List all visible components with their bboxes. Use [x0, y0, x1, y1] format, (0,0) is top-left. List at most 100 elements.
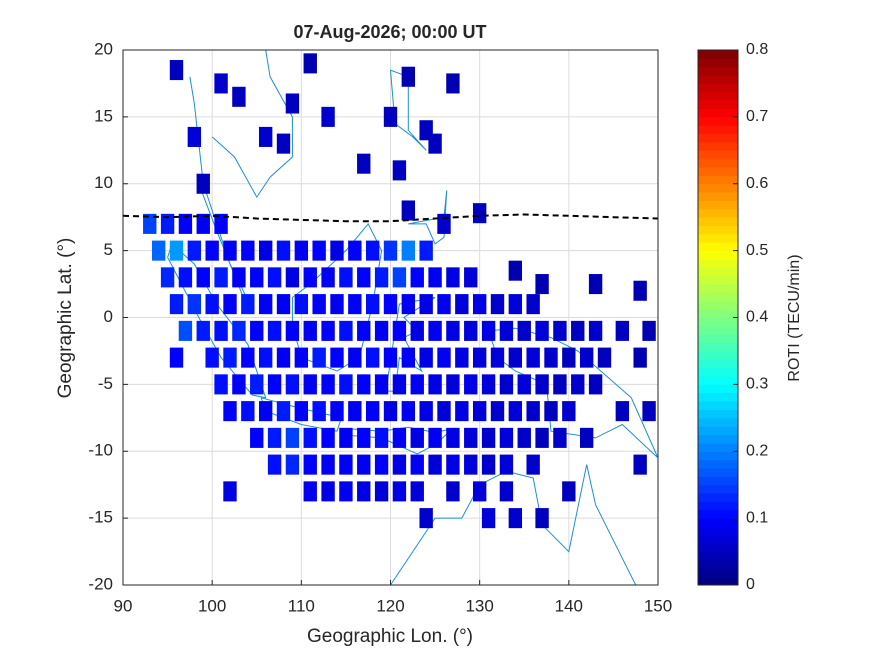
colorbar-swatch — [698, 501, 738, 511]
x-tick-label: 130 — [465, 596, 493, 615]
roti-tile — [446, 427, 460, 448]
chart-title: 07-Aug-2026; 00:00 UT — [293, 22, 486, 42]
roti-tile — [499, 481, 514, 502]
roti-tile — [526, 294, 540, 315]
roti-tile — [160, 267, 175, 288]
roti-tile — [419, 120, 433, 141]
roti-tile — [428, 374, 442, 395]
colorbar-swatch — [698, 141, 738, 151]
roti-tile — [553, 320, 567, 341]
roti-tiles — [143, 53, 656, 529]
roti-tile — [597, 347, 612, 368]
colorbar-swatch — [698, 484, 738, 494]
roti-tile — [472, 401, 487, 422]
roti-tile — [419, 347, 433, 368]
roti-tile — [339, 374, 353, 395]
colorbar-swatch — [698, 175, 738, 185]
roti-tile — [401, 200, 416, 221]
colorbar-swatch — [698, 518, 738, 527]
roti-tile — [303, 267, 317, 288]
roti-tile — [214, 374, 228, 395]
colorbar-swatch — [698, 534, 738, 544]
roti-tile — [214, 320, 228, 341]
roti-tile — [374, 320, 389, 341]
roti-tile — [357, 481, 371, 502]
roti-tile — [481, 508, 496, 529]
roti-tile — [464, 267, 478, 288]
roti-tile — [196, 213, 210, 234]
colorbar-swatch — [698, 317, 738, 327]
roti-tile — [223, 294, 237, 315]
roti-tile — [481, 374, 496, 395]
y-tick-label: 15 — [94, 106, 113, 125]
roti-tile — [464, 427, 478, 448]
roti-tile — [446, 374, 460, 395]
roti-tile — [232, 374, 246, 395]
roti-tile — [437, 213, 451, 234]
roti-tile — [285, 454, 300, 475]
roti-tile — [276, 401, 291, 422]
roti-tile — [303, 53, 317, 74]
roti-tile — [544, 401, 558, 422]
roti-tile — [178, 267, 193, 288]
colorbar-tick-label: 0.4 — [746, 309, 768, 326]
colorbar-swatch — [698, 376, 738, 385]
roti-tile — [241, 240, 255, 261]
roti-tile — [250, 374, 264, 395]
roti-tile — [535, 427, 549, 448]
colorbar-swatch — [698, 292, 738, 302]
colorbar-swatch — [698, 167, 738, 176]
colorbar: 0 0.1 0.2 0.3 0.4 0.5 0.6 0.7 0.8 — [697, 41, 768, 593]
roti-tile — [374, 427, 389, 448]
roti-tile — [321, 427, 335, 448]
roti-tile — [588, 320, 603, 341]
roti-tile — [365, 294, 380, 315]
roti-tile — [392, 320, 407, 341]
roti-tile — [339, 267, 353, 288]
roti-tile — [446, 267, 460, 288]
roti-tile — [517, 320, 531, 341]
roti-tile — [490, 401, 505, 422]
colorbar-swatch — [698, 300, 738, 310]
colorbar-swatch — [698, 75, 738, 84]
colorbar-swatch — [698, 108, 738, 118]
roti-tile — [401, 294, 416, 315]
colorbar-swatch — [698, 242, 738, 252]
roti-tile — [455, 401, 469, 422]
roti-tile — [258, 347, 273, 368]
roti-tile — [481, 427, 496, 448]
colorbar-label: ROTI (TECU/min) — [786, 254, 803, 381]
colorbar-swatch — [698, 367, 738, 377]
roti-tile — [321, 481, 335, 502]
colorbar-tick-label: 0.1 — [746, 509, 768, 526]
roti-tile — [258, 401, 273, 422]
colorbar-swatch — [698, 493, 738, 502]
roti-tile — [241, 347, 255, 368]
roti-tile — [490, 347, 505, 368]
roti-tile — [321, 106, 335, 127]
y-tick-label: 20 — [94, 39, 113, 58]
roti-tile — [588, 274, 603, 295]
colorbar-tick-label: 0.7 — [746, 108, 768, 125]
roti-tile — [419, 240, 433, 261]
roti-tile — [357, 320, 371, 341]
colorbar-swatch — [698, 91, 738, 101]
x-tick-label: 140 — [555, 596, 583, 615]
roti-tile — [285, 374, 300, 395]
roti-tile — [321, 374, 335, 395]
colorbar-swatch — [698, 401, 738, 410]
colorbar-swatch — [698, 426, 738, 436]
colorbar-swatch — [698, 409, 738, 419]
roti-tile — [214, 267, 228, 288]
colorbar-swatch — [698, 66, 738, 76]
colorbar-swatch — [698, 334, 738, 344]
roti-tile — [526, 401, 540, 422]
coastline — [390, 464, 637, 585]
colorbar-swatch — [698, 200, 738, 210]
roti-tile — [526, 347, 540, 368]
roti-tile — [437, 347, 451, 368]
roti-tile — [410, 454, 424, 475]
roti-tile — [571, 320, 585, 341]
roti-tile — [151, 240, 166, 261]
roti-tile — [330, 240, 344, 261]
